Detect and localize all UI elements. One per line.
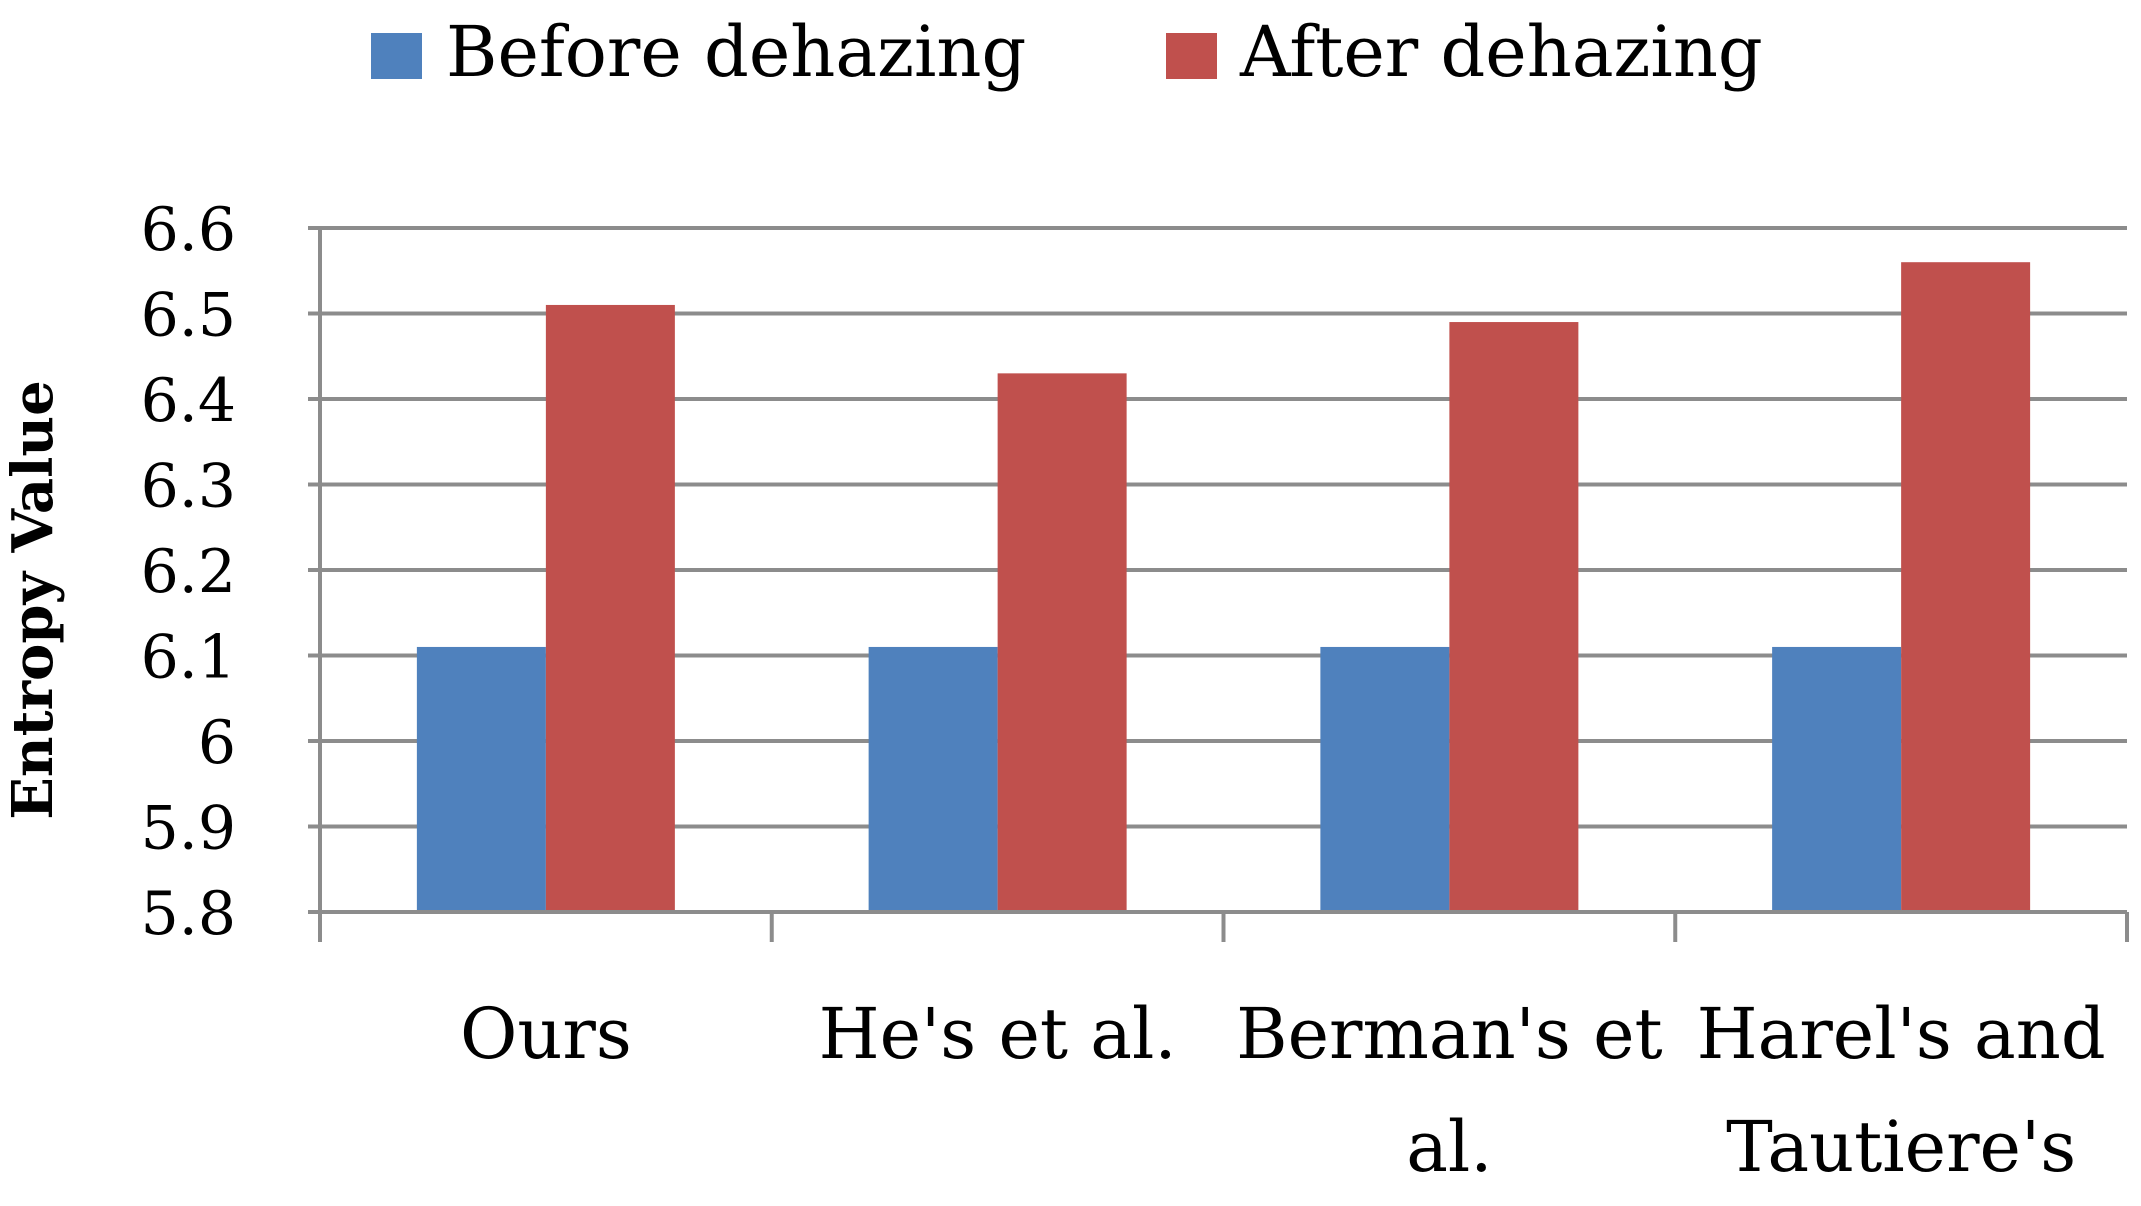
legend-swatch bbox=[1166, 33, 1217, 79]
y-tick-label: 6 bbox=[198, 708, 236, 778]
bar-after-dehazing bbox=[997, 373, 1127, 913]
y-tick-label: 6.6 bbox=[141, 195, 236, 265]
y-tick-label: 5.8 bbox=[141, 879, 236, 949]
x-category-label: Berman's et bbox=[1236, 993, 1663, 1075]
bar-after-dehazing bbox=[1901, 262, 2031, 912]
bar-before-dehazing bbox=[1320, 646, 1450, 912]
bar-before-dehazing bbox=[1772, 646, 1902, 912]
legend: Before dehazing After dehazing bbox=[371, 11, 1763, 93]
y-tick-label: 6.5 bbox=[141, 281, 236, 351]
x-category-label: Ours bbox=[460, 993, 632, 1075]
legend-label: Before dehazing bbox=[446, 11, 1026, 93]
bars bbox=[416, 262, 2031, 913]
y-tick-label: 5.9 bbox=[141, 794, 236, 864]
y-tick-labels: 5.8 5.9 6 6.1 6.2 6.3 6.4 6.5 6.6 bbox=[141, 195, 236, 949]
y-tick-label: 6.2 bbox=[141, 537, 236, 607]
x-category-label: Harel's and bbox=[1697, 993, 2106, 1075]
axes bbox=[318, 228, 2129, 942]
bar-before-dehazing bbox=[868, 646, 998, 912]
y-tick-label: 6.4 bbox=[141, 366, 236, 436]
x-category-labels: Ours He's et al. Berman's et al. Harel's and… bbox=[460, 993, 2106, 1188]
x-category-label: al. bbox=[1406, 1106, 1492, 1188]
bar-after-dehazing bbox=[1449, 322, 1579, 912]
x-category-label: He's et al. bbox=[819, 993, 1177, 1075]
legend-swatch bbox=[371, 33, 422, 79]
y-tick-label: 6.1 bbox=[141, 623, 236, 693]
bar-before-dehazing bbox=[416, 646, 546, 912]
bar-after-dehazing bbox=[545, 304, 675, 912]
x-category-label: Tautiere's bbox=[1726, 1106, 2076, 1188]
y-tick-label: 6.3 bbox=[141, 452, 236, 522]
y-axis-title: Entropy Value bbox=[0, 380, 66, 820]
legend-label: After dehazing bbox=[1239, 11, 1763, 93]
